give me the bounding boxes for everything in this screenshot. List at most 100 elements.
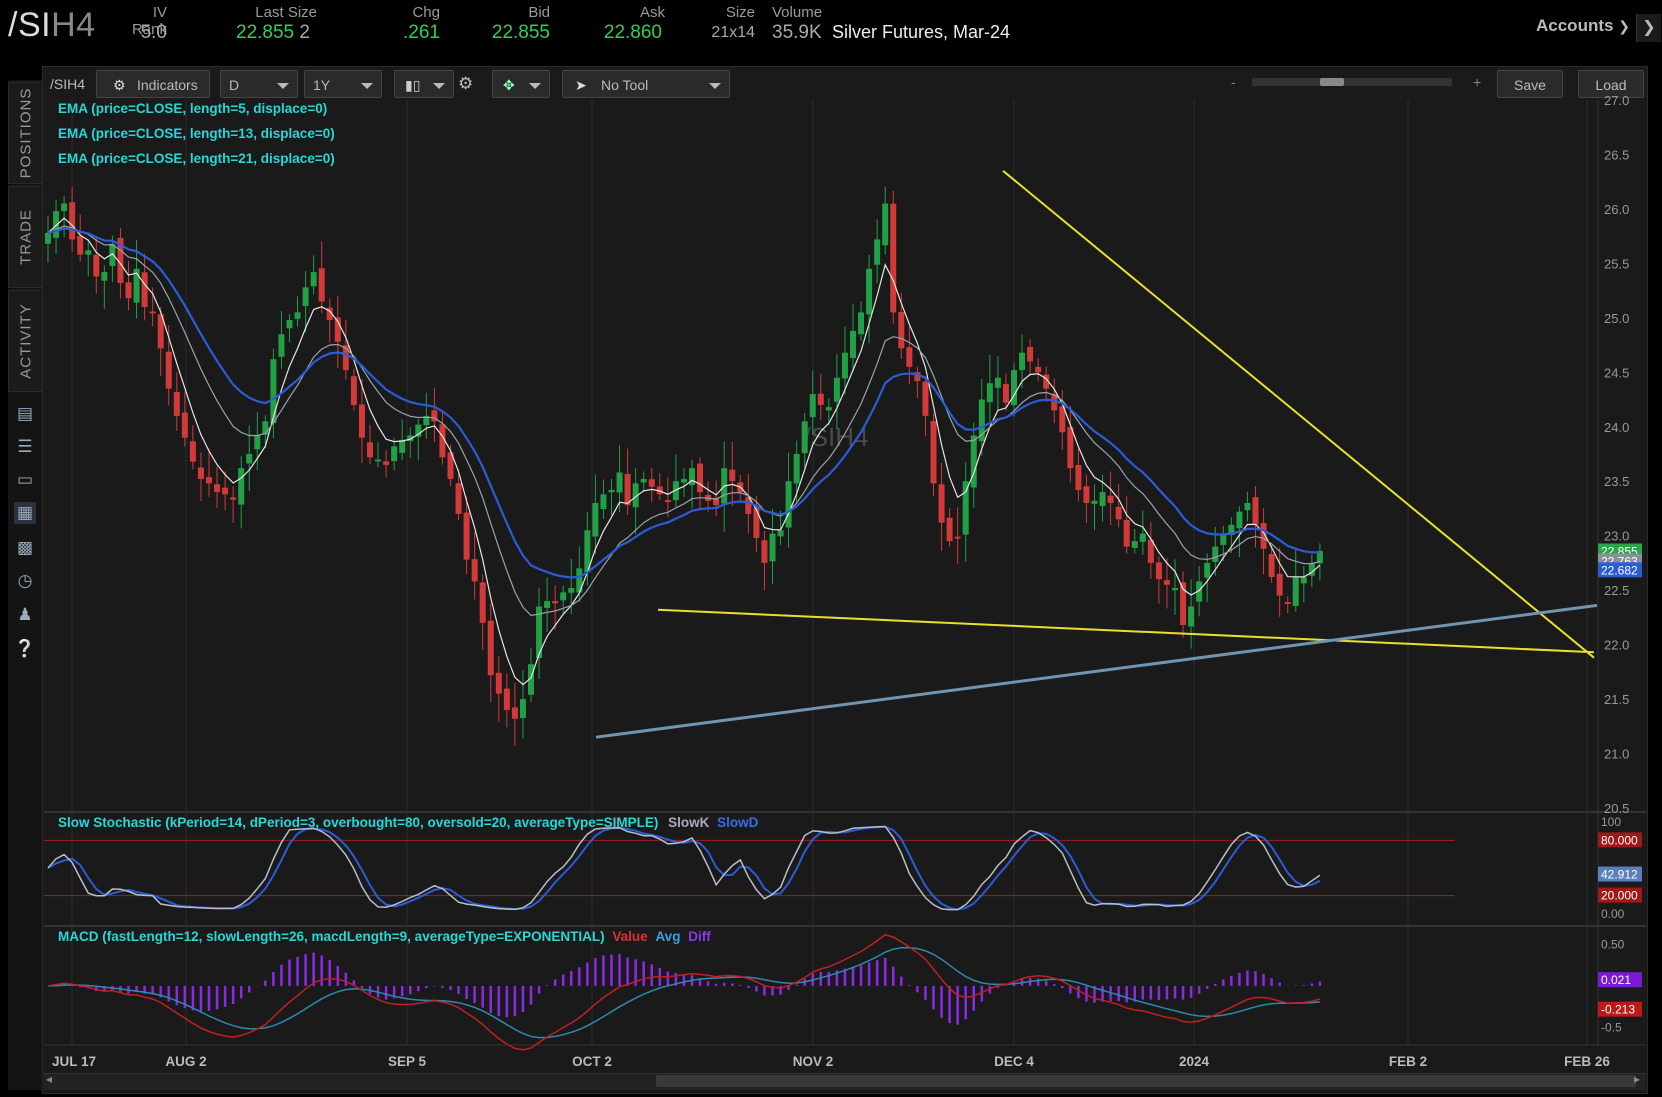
candle-body (1147, 539, 1154, 563)
pointer-icon: ➤ (575, 77, 587, 93)
candle-body (1035, 366, 1042, 373)
candle-body (769, 533, 776, 562)
volume-label: Volume (772, 4, 823, 21)
candle-body (1308, 562, 1315, 576)
candle-body (833, 377, 840, 402)
grid-icon[interactable]: ▩ (16, 538, 34, 557)
scroll-left-icon[interactable]: ◂ (46, 1072, 53, 1086)
crosshair-icon: ✥ (503, 77, 515, 93)
ema-21-line (47, 227, 1320, 579)
candle-body (165, 351, 172, 389)
candle-body (326, 307, 333, 321)
candle-body (584, 530, 591, 573)
candle-body (447, 452, 454, 480)
stoch-tick-label: 80.000 (1601, 833, 1638, 847)
candle-body (399, 439, 406, 453)
ema-5-line (47, 217, 1321, 686)
candle-body (648, 479, 655, 487)
candle-body (1188, 606, 1195, 627)
slowd-line (47, 825, 1321, 911)
candle-body (149, 311, 156, 314)
ema5-study-label[interactable]: EMA (price=CLOSE, length=5, displace=0) (58, 101, 328, 116)
ema13-study-label[interactable]: EMA (price=CLOSE, length=13, displace=0) (58, 126, 335, 141)
candle-body (536, 606, 543, 659)
candle-body (503, 688, 510, 710)
zoom-in-button[interactable]: + (1473, 74, 1482, 90)
candle-body (278, 334, 285, 357)
zoom-out-button[interactable]: - (1231, 74, 1236, 90)
candle-body (592, 503, 599, 537)
candle-body (898, 312, 905, 349)
candle-body (1123, 519, 1130, 547)
candle-body (206, 477, 212, 484)
candle-body (222, 487, 229, 495)
candle-body (922, 381, 929, 416)
candle-body (1083, 486, 1090, 504)
zoom-slider-handle[interactable] (1320, 78, 1344, 86)
indicators-button[interactable]: ⚙ Indicators (96, 70, 210, 98)
drawing-select[interactable]: ✥ (492, 70, 550, 98)
scrollbar-thumb[interactable] (656, 1075, 1636, 1087)
chevron-down-icon (709, 83, 721, 89)
macd-study-label[interactable]: MACD (fastLength=12, slowLength=26, macd… (58, 929, 711, 944)
candle-body (1075, 465, 1082, 490)
chart-style-select[interactable]: ▮▯ (394, 70, 454, 98)
collapse-arrow-icon[interactable]: ❯ (1636, 14, 1661, 42)
candle-body (890, 203, 897, 313)
list-icon[interactable]: ☰ (17, 437, 33, 456)
date-tick-label: OCT 2 (572, 1054, 612, 1069)
symbol-display[interactable]: /SIH4 (8, 6, 96, 44)
candle-body (254, 435, 261, 450)
macd-avg-line (47, 946, 1320, 1039)
people-icon[interactable]: ♟ (17, 605, 33, 624)
candle-body (624, 473, 631, 506)
candle-body (45, 232, 51, 244)
clock-icon[interactable]: ◷ (17, 571, 33, 590)
chevron-down-icon: ❯ (1618, 18, 1630, 34)
date-tick-label: FEB 2 (1389, 1054, 1427, 1069)
stoch-tag (1598, 832, 1642, 848)
scroll-right-icon[interactable]: ▸ (1634, 1072, 1641, 1086)
candle-body (632, 483, 639, 508)
tool-select[interactable]: ➤ No Tool (562, 70, 730, 98)
candle-body (1316, 550, 1323, 564)
price-tick-label: 26.5 (1604, 147, 1629, 162)
candle-body (1155, 562, 1162, 580)
candle-body (262, 421, 269, 435)
macd-tag (1598, 972, 1642, 988)
candle-body (906, 347, 913, 367)
timeframe-select[interactable]: 1Y (304, 70, 382, 98)
ema21-study-label[interactable]: EMA (price=CLOSE, length=21, displace=0) (58, 151, 335, 166)
save-button[interactable]: Save (1497, 70, 1563, 98)
stochastic-study-label[interactable]: Slow Stochastic (kPeriod=14, dPeriod=3, … (58, 815, 759, 830)
candle-body (713, 497, 720, 506)
candle-body (672, 481, 679, 501)
settings-gear-icon[interactable]: ⚙ (458, 74, 474, 93)
candle-body (978, 399, 985, 442)
candle-body (994, 377, 1001, 388)
candle-body (77, 235, 84, 255)
candle-body (61, 203, 68, 212)
help-icon[interactable]: ❔ (14, 639, 36, 658)
price-tick-label: 27.0 (1604, 93, 1629, 108)
candle-body (334, 317, 341, 342)
news-icon[interactable]: ▤ (16, 404, 34, 423)
candle-body (761, 540, 768, 563)
zoom-slider[interactable] (1252, 78, 1452, 86)
tv-icon[interactable]: ▭ (16, 470, 34, 489)
candle-body (318, 268, 325, 302)
candle-body (125, 282, 132, 299)
macd-value-line (47, 933, 1321, 1051)
load-button[interactable]: Load (1578, 70, 1644, 98)
candle-body (455, 483, 462, 514)
candle-body (874, 239, 881, 265)
candle-body (1260, 523, 1267, 549)
chart-icon[interactable]: ▦ (14, 502, 36, 524)
aggregation-select[interactable]: D (220, 70, 298, 98)
accounts-menu[interactable]: Accounts ❯ (1536, 16, 1630, 35)
toolbar-symbol[interactable]: /SIH4 (50, 76, 86, 92)
stoch-tick-label: 0.00 (1601, 907, 1625, 921)
candle-body (568, 587, 575, 593)
candle-body (197, 467, 204, 480)
